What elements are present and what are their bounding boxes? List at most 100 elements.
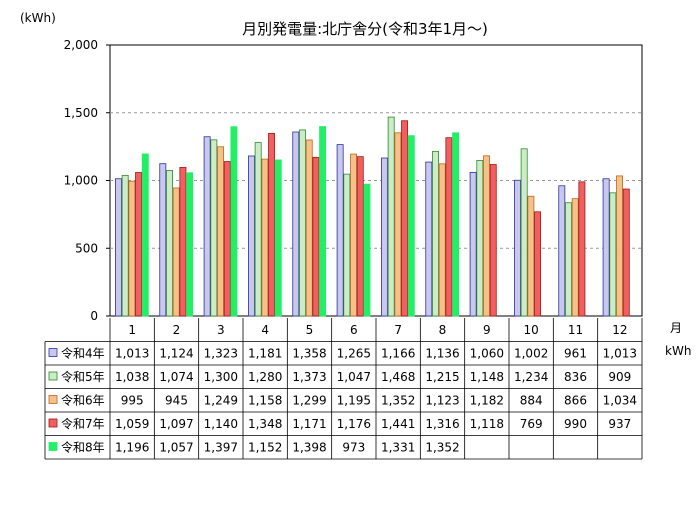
legend-label: 令和5年 — [61, 369, 105, 384]
data-label: 1,249 — [204, 394, 238, 408]
data-label: 995 — [121, 394, 144, 408]
data-label: 836 — [564, 370, 587, 384]
data-label: 1,152 — [248, 441, 282, 455]
x-tick-label: 3 — [217, 323, 225, 337]
legend-swatch — [48, 442, 58, 451]
data-label: 1,013 — [603, 347, 637, 361]
bar — [343, 173, 351, 317]
data-label: 1,181 — [248, 347, 282, 361]
bar — [489, 164, 497, 317]
bar — [254, 142, 262, 317]
x-tick-label: 6 — [350, 323, 358, 337]
bar — [135, 172, 143, 317]
data-label: 1,468 — [381, 370, 415, 384]
x-tick-label: 7 — [394, 323, 402, 337]
bar — [401, 120, 409, 317]
data-label: 1,074 — [159, 370, 193, 384]
x-axis-unit: 月 — [670, 321, 682, 335]
x-tick-label: 4 — [261, 323, 269, 337]
data-label: 1,265 — [337, 347, 371, 361]
bar — [469, 171, 477, 317]
data-label: 1,140 — [204, 417, 238, 431]
data-label: 1,013 — [115, 347, 149, 361]
bar — [230, 126, 238, 317]
bar — [223, 161, 231, 317]
y-tick-label: 1,500 — [64, 106, 98, 120]
legend-swatch — [48, 418, 58, 428]
y-tick-label: 1,000 — [64, 174, 98, 188]
bar — [319, 126, 327, 317]
bar — [438, 163, 446, 317]
data-label: 990 — [564, 417, 587, 431]
bar — [527, 195, 535, 317]
data-label: 961 — [564, 347, 587, 361]
bar — [179, 166, 187, 317]
bar — [483, 155, 490, 317]
data-label: 1,358 — [292, 347, 326, 361]
legend-swatch — [48, 348, 58, 357]
bar — [299, 129, 306, 317]
bar — [115, 178, 122, 317]
data-label: 1,171 — [292, 417, 326, 431]
bar — [578, 181, 586, 317]
bar — [336, 144, 344, 317]
data-label: 1,373 — [292, 370, 326, 384]
data-label: 1,176 — [337, 417, 371, 431]
bar — [203, 136, 211, 317]
data-label: 769 — [520, 417, 543, 431]
data-label: 1,059 — [115, 417, 149, 431]
bar — [186, 172, 194, 317]
data-label: 1,331 — [381, 441, 415, 455]
data-label: 937 — [608, 417, 631, 431]
data-label: 1,352 — [425, 441, 459, 455]
data-label: 1,166 — [381, 347, 415, 361]
x-tick-label: 9 — [483, 323, 491, 337]
data-label: 1,348 — [248, 417, 282, 431]
bar — [159, 163, 167, 317]
legend-label: 令和4年 — [61, 346, 105, 361]
bar — [432, 150, 439, 317]
bar — [166, 170, 173, 317]
bar — [350, 153, 357, 317]
y-tick-label: 500 — [75, 241, 98, 255]
data-label: 1,398 — [292, 441, 326, 455]
bar — [514, 179, 521, 317]
bar — [571, 198, 579, 317]
data-label: 1,038 — [115, 370, 149, 384]
bar — [407, 135, 415, 317]
x-tick-label: 5 — [306, 323, 314, 337]
data-label: 1,118 — [470, 417, 504, 431]
bar — [268, 132, 276, 317]
bar — [312, 156, 320, 317]
bar — [292, 131, 300, 317]
y-tick-label: 0 — [90, 309, 98, 323]
data-label: 1,299 — [292, 394, 326, 408]
bar — [274, 159, 282, 317]
data-label: 1,196 — [115, 441, 149, 455]
data-label: 1,280 — [248, 370, 282, 384]
data-label: 1,182 — [470, 394, 504, 408]
data-label: 1,136 — [425, 347, 459, 361]
bar — [425, 161, 433, 317]
data-label: 1,397 — [204, 441, 238, 455]
bar — [452, 132, 460, 317]
legend-label: 令和8年 — [61, 440, 105, 455]
bar — [172, 187, 180, 317]
legend-swatch — [48, 371, 58, 381]
data-label: 1,034 — [603, 394, 637, 408]
y-tick-label: 2,000 — [64, 38, 98, 52]
data-label: 1,047 — [337, 370, 371, 384]
legend-label: 令和6年 — [61, 393, 105, 408]
data-label: 1,215 — [425, 370, 459, 384]
legend-label: 令和7年 — [61, 416, 105, 431]
data-label: 1,234 — [514, 370, 548, 384]
bar — [210, 139, 218, 317]
data-label: 1,097 — [159, 417, 193, 431]
bar — [616, 175, 623, 317]
data-label: 1,148 — [470, 370, 504, 384]
bar — [128, 180, 136, 317]
bar — [217, 146, 224, 317]
table-unit: kWh — [665, 344, 691, 358]
bar — [363, 183, 371, 317]
